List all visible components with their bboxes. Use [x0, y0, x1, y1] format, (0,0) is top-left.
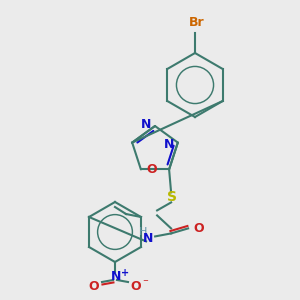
- Text: N: N: [164, 138, 174, 151]
- Text: Br: Br: [189, 16, 205, 29]
- Text: S: S: [167, 190, 177, 204]
- Text: O: O: [146, 163, 157, 176]
- Text: ⁻: ⁻: [142, 278, 148, 288]
- Text: N: N: [111, 269, 121, 283]
- Text: N: N: [141, 118, 151, 130]
- Text: H: H: [139, 227, 147, 237]
- Text: +: +: [121, 268, 129, 278]
- Text: O: O: [193, 222, 204, 235]
- Text: O: O: [131, 280, 141, 292]
- Text: O: O: [89, 280, 99, 292]
- Text: N: N: [143, 232, 153, 245]
